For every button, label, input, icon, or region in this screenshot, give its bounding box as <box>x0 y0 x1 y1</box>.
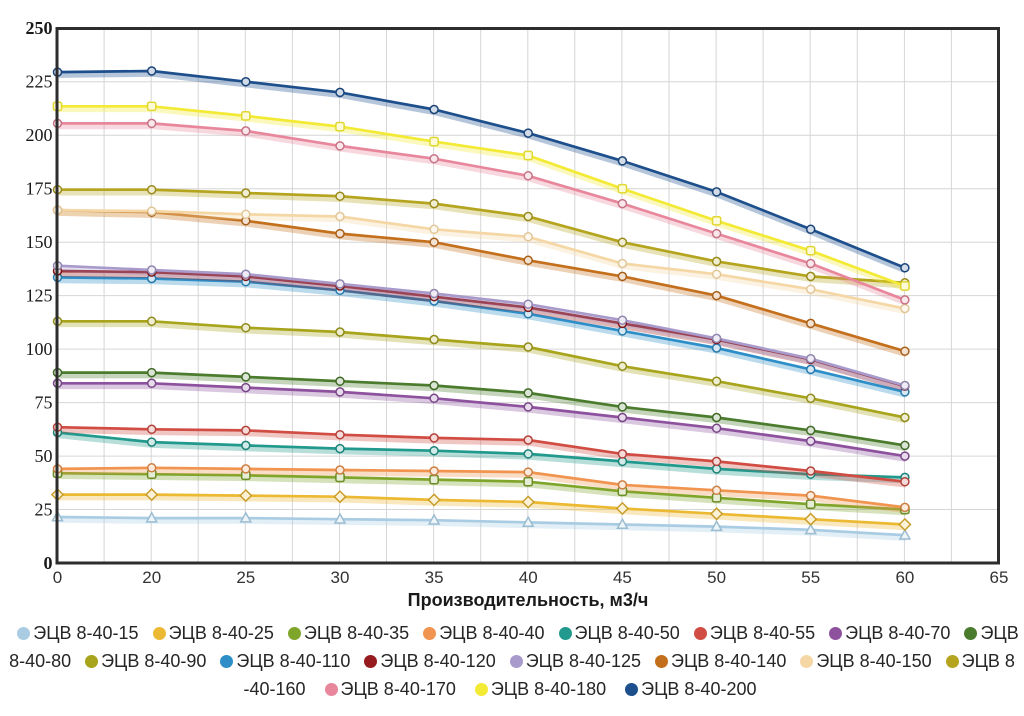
svg-text:25: 25 <box>236 568 255 587</box>
svg-text:0: 0 <box>53 568 62 587</box>
svg-text:50: 50 <box>707 568 726 587</box>
svg-text:65: 65 <box>990 568 1009 587</box>
svg-text:Производительность, м3/ч: Производительность, м3/ч <box>408 590 649 610</box>
svg-text:35: 35 <box>425 568 444 587</box>
svg-text:75: 75 <box>35 393 53 413</box>
svg-text:200: 200 <box>26 125 53 145</box>
svg-text:125: 125 <box>26 286 53 306</box>
svg-text:100: 100 <box>26 339 53 359</box>
svg-text:20: 20 <box>142 568 161 587</box>
svg-text:250: 250 <box>26 18 53 38</box>
svg-text:150: 150 <box>26 232 53 252</box>
svg-text:60: 60 <box>895 568 914 587</box>
svg-text:30: 30 <box>331 568 350 587</box>
svg-text:45: 45 <box>613 568 632 587</box>
svg-text:55: 55 <box>801 568 820 587</box>
svg-text:0: 0 <box>44 553 53 573</box>
svg-text:175: 175 <box>26 179 53 199</box>
svg-text:50: 50 <box>35 446 53 466</box>
svg-text:225: 225 <box>26 72 53 92</box>
svg-text:40: 40 <box>519 568 538 587</box>
svg-text:25: 25 <box>35 500 53 520</box>
